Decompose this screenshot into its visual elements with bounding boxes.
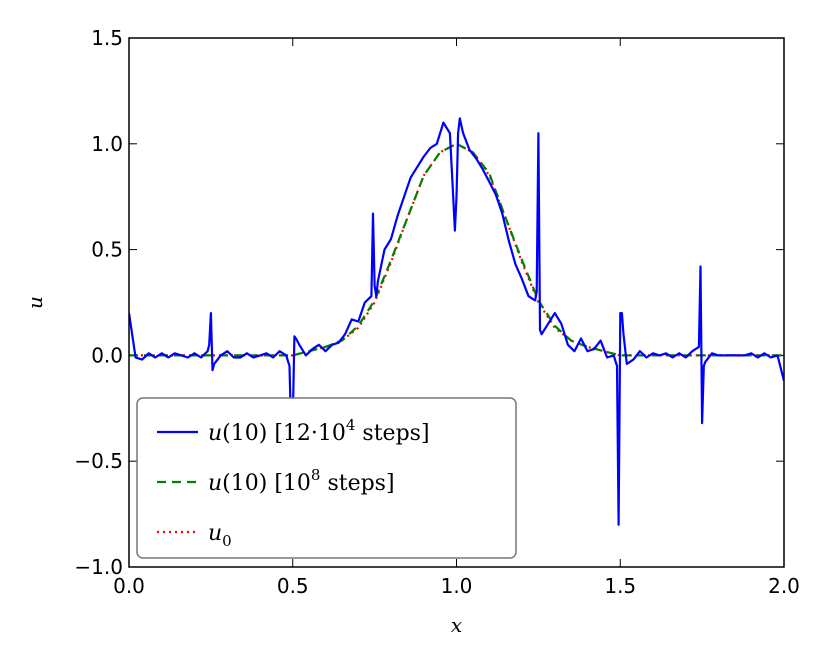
y-tick-label: −1.0 [74, 555, 123, 579]
axis-ticks: 0.0 0.5 1.0 1.5 2.0 −1.0 −0.5 0.0 0.5 1.0 1.5 [74, 26, 799, 598]
legend-label-1: u(10) [108 steps] [208, 466, 395, 496]
x-tick-label: 1.0 [441, 574, 473, 598]
x-tick-label: 0.5 [277, 574, 309, 598]
y-tick-label: −0.5 [74, 449, 123, 473]
legend-label-0: u(10) [12·104 steps] [208, 416, 430, 446]
x-tick-label: 1.5 [604, 574, 636, 598]
y-tick-label: 1.0 [91, 132, 123, 156]
y-tick-label: 1.5 [91, 26, 123, 50]
y-tick-label: 0.0 [91, 343, 123, 367]
plot-frame [128, 37, 785, 568]
legend-box [136, 397, 517, 559]
legend-label-2: u0 [208, 521, 232, 550]
legend: u(10) [12·104 steps] u(10) [108 steps] u0 [136, 397, 517, 559]
series-line-2 [129, 142, 784, 357]
x-axis-label: x [451, 613, 462, 637]
x-tick-label: 0.0 [113, 574, 145, 598]
y-axis-label: u [23, 296, 47, 309]
series-lines [129, 117, 784, 526]
y-tick-label: 0.5 [91, 238, 123, 262]
series-line-0 [129, 117, 784, 526]
x-tick-label: 2.0 [768, 574, 800, 598]
